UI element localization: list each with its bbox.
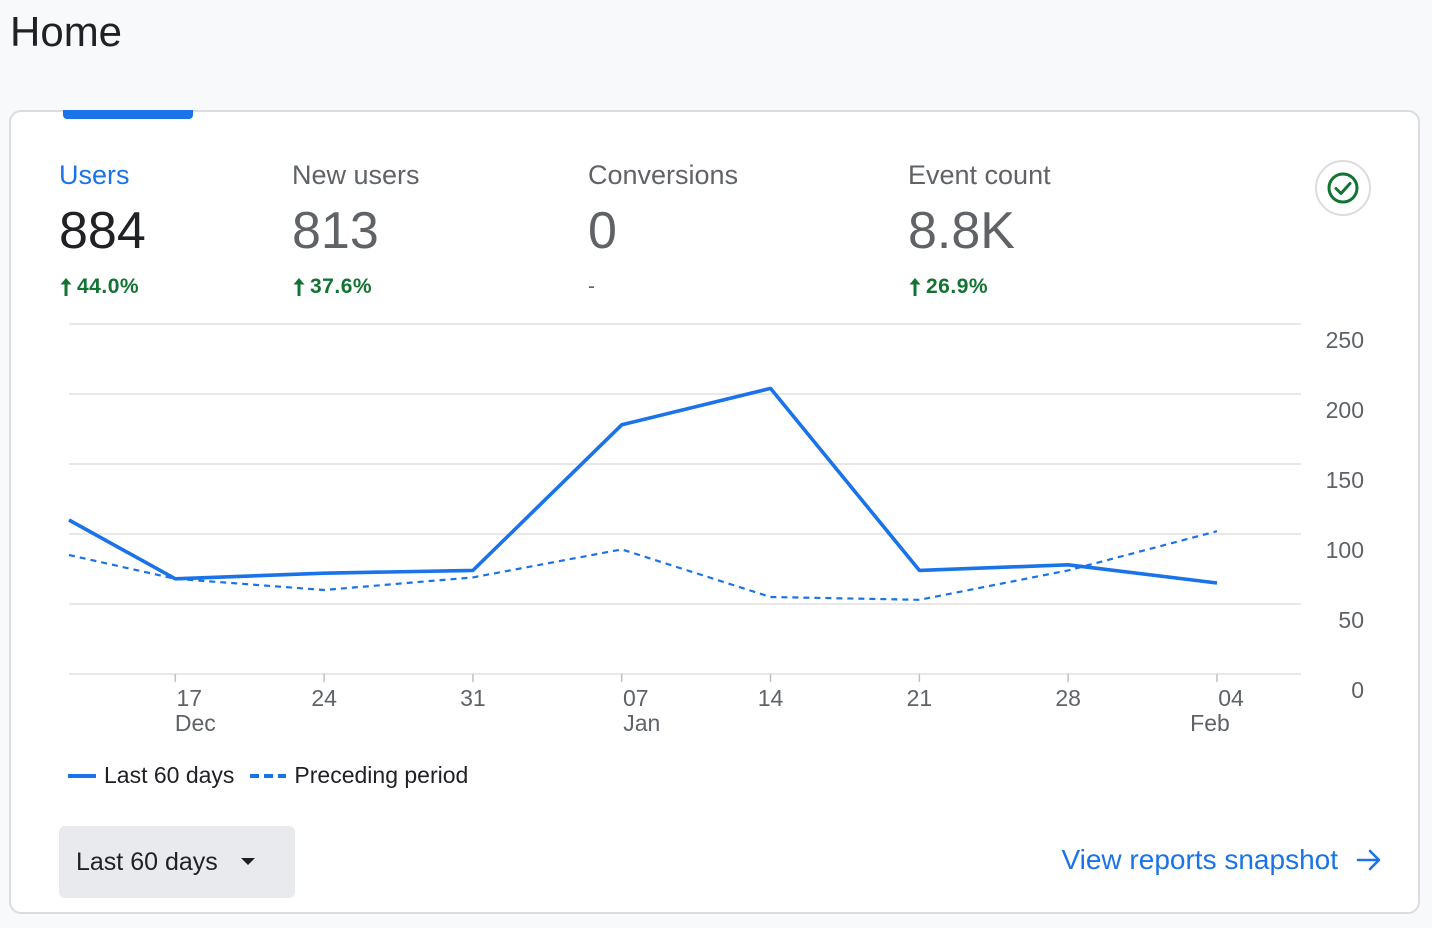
metric-value: 884 xyxy=(59,202,146,260)
arrow-up-icon xyxy=(909,278,921,296)
metric-label: Event count xyxy=(908,160,1051,190)
legend-item-preceding: Preceding period xyxy=(250,762,468,789)
x-tick-month-label: Jan xyxy=(623,710,660,736)
y-tick-label: 150 xyxy=(1326,467,1364,493)
y-tick-label: 250 xyxy=(1326,327,1364,353)
metric-change: 44.0% xyxy=(59,275,146,299)
metric-change: 26.9% xyxy=(908,275,1051,299)
x-tick-label: 21 xyxy=(907,685,933,711)
active-tab-indicator xyxy=(63,110,193,119)
solid-line-icon xyxy=(68,773,96,778)
metric-change: 37.6% xyxy=(292,275,420,299)
page-title: Home xyxy=(10,8,123,55)
dropdown-arrow-icon xyxy=(240,858,255,865)
chart-legend: Last 60 days Preceding period xyxy=(68,762,468,789)
x-tick-label: 24 xyxy=(311,685,337,711)
x-tick-label: 04 xyxy=(1218,685,1244,711)
y-tick-label: 50 xyxy=(1338,607,1364,633)
overview-card: Users 884 44.0% New users 813 37.6% Conv… xyxy=(9,110,1420,914)
series-line-last-60-days xyxy=(68,386,1218,585)
legend-item-current: Last 60 days xyxy=(68,762,234,789)
y-tick-label: 200 xyxy=(1326,397,1364,423)
arrow-up-icon xyxy=(60,278,72,296)
x-tick-label: 14 xyxy=(758,685,784,711)
metric-label: Users xyxy=(59,160,130,190)
check-circle-icon xyxy=(1327,172,1359,204)
metric-value: 0 xyxy=(588,202,617,260)
y-tick-label: 100 xyxy=(1326,537,1364,563)
metric-change-value: 26.9% xyxy=(926,275,989,298)
y-tick-label: 0 xyxy=(1351,677,1364,703)
arrow-up-icon xyxy=(293,278,305,296)
legend-label: Last 60 days xyxy=(104,762,235,788)
legend-label: Preceding period xyxy=(294,762,469,788)
metric-change-value: - xyxy=(588,275,596,298)
series-line-preceding-period xyxy=(68,530,1218,601)
metric-change-value: 44.0% xyxy=(77,275,140,298)
insights-status-button[interactable] xyxy=(1315,160,1371,216)
x-tick-month-label: Feb xyxy=(1190,710,1230,736)
x-tick-label: 17 xyxy=(176,685,202,711)
metric-label: New users xyxy=(292,160,420,190)
metric-value: 8.8K xyxy=(908,202,1015,260)
metric-change: - xyxy=(588,275,738,299)
metric-change-value: 37.6% xyxy=(310,275,373,298)
x-tick-label: 28 xyxy=(1055,685,1081,711)
metric-value: 813 xyxy=(292,202,379,260)
metric-tab-new-users[interactable]: New users 813 37.6% xyxy=(292,160,420,299)
dashed-line-icon xyxy=(250,773,287,778)
x-tick-month-label: Dec xyxy=(175,710,216,736)
date-range-label: Last 60 days xyxy=(76,847,218,876)
view-reports-snapshot-link[interactable]: View reports snapshot xyxy=(1061,844,1382,876)
metric-tab-event-count[interactable]: Event count 8.8K 26.9% xyxy=(908,160,1051,299)
x-tick-label: 31 xyxy=(460,685,486,711)
view-link-label: View reports snapshot xyxy=(1061,844,1338,875)
arrow-right-icon xyxy=(1356,849,1381,871)
metric-tab-conversions[interactable]: Conversions 0 - xyxy=(588,160,738,299)
x-tick-label: 07 xyxy=(623,685,649,711)
date-range-dropdown[interactable]: Last 60 days xyxy=(59,826,295,898)
metric-tab-users[interactable]: Users 884 44.0% xyxy=(59,160,146,299)
metric-label: Conversions xyxy=(588,160,739,190)
